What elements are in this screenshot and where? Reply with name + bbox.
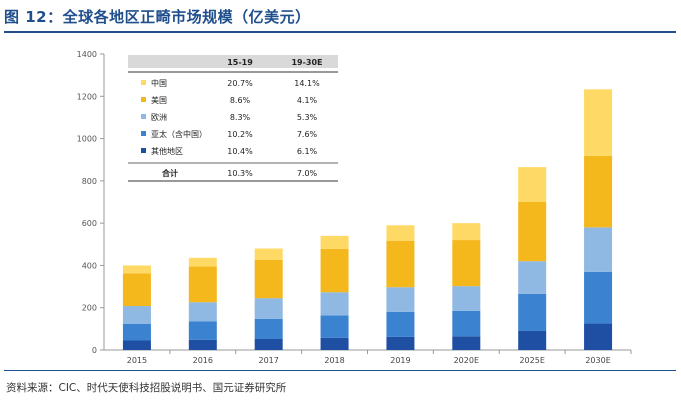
- y-tick-label: 600: [82, 219, 97, 228]
- table-cell: 4.1%: [297, 96, 318, 105]
- figure-title: 图 12：全球各地区正畸市场规模（亿美元）: [4, 8, 311, 26]
- bar-segment: [254, 339, 283, 350]
- bar-segment: [320, 337, 349, 350]
- legend-label: 欧洲: [151, 112, 167, 122]
- bar-segment: [584, 323, 613, 350]
- table-header-band: [128, 55, 338, 68]
- table-cell: 10.4%: [227, 147, 253, 156]
- bar-segment: [452, 223, 481, 241]
- table-cell: 5.3%: [297, 113, 318, 122]
- cagr-table: 15-19 19-30E 中国 20.7% 14.1% 美国 8.6% 4.1% 欧洲 8.3% 5…: [128, 55, 338, 182]
- table-cell: 6.1%: [297, 147, 318, 156]
- bar-segment: [386, 311, 415, 337]
- bar-segment: [254, 318, 283, 340]
- legend-swatch: [141, 148, 146, 153]
- table-cell: 7.6%: [297, 130, 318, 139]
- bar-segment: [188, 302, 217, 322]
- bar-segment: [452, 336, 481, 350]
- bar-segment: [518, 330, 547, 350]
- bar-segment: [188, 266, 217, 303]
- table-cell: 7.0%: [297, 169, 318, 178]
- y-tick-label: 0: [92, 346, 97, 355]
- bar-segment: [518, 293, 547, 331]
- table-total-label: 合计: [161, 168, 178, 178]
- bar-segment: [122, 265, 151, 274]
- table-cell: 8.6%: [230, 96, 251, 105]
- bar-segment: [122, 273, 151, 307]
- bar-segment: [188, 321, 217, 340]
- legend-swatch: [141, 114, 146, 119]
- bar-layer: [122, 89, 613, 350]
- stacked-bar-chart: 0 200 400 600 800 1000 1200 1400 2015 2016 2017 201…: [77, 50, 632, 365]
- bar-segment: [452, 286, 481, 311]
- y-tick-label: 1400: [77, 50, 97, 59]
- y-tick-label: 1200: [77, 92, 97, 101]
- bar-segment: [518, 167, 547, 202]
- bar-segment: [452, 310, 481, 337]
- x-tick-label: 2015: [127, 356, 147, 365]
- bar-segment: [518, 261, 547, 294]
- bar-segment: [320, 248, 349, 293]
- bar-segment: [188, 257, 217, 267]
- legend-label: 亚太（含中国）: [151, 129, 207, 139]
- bar-segment: [320, 292, 349, 316]
- x-tick-label: 2018: [324, 356, 344, 365]
- x-tick-label: 2016: [193, 356, 213, 365]
- table-cell: 10.2%: [227, 130, 253, 139]
- source-note: 资料来源：CIC、时代天使科技招股说明书、国元证券研究所: [6, 382, 287, 394]
- bar-segment: [122, 306, 151, 324]
- table-cell: 8.3%: [230, 113, 251, 122]
- table-header-cell: 15-19: [227, 58, 253, 67]
- bar-segment: [584, 89, 613, 156]
- table-cell: 14.1%: [294, 79, 320, 88]
- bar-segment: [518, 202, 547, 262]
- bar-segment: [254, 259, 283, 299]
- y-tick-label: 1000: [77, 135, 97, 144]
- legend-swatch: [141, 131, 146, 136]
- bar-segment: [386, 287, 415, 312]
- bar-segment: [386, 240, 415, 288]
- bar-segment: [254, 298, 283, 319]
- title-rule: [4, 31, 676, 33]
- bar-segment: [320, 315, 349, 338]
- legend-label: 其他地区: [151, 146, 183, 156]
- y-tick-label: 200: [82, 304, 97, 313]
- table-header-cell: 19-30E: [291, 58, 322, 67]
- x-tick-label: 2025E: [519, 356, 544, 365]
- x-tick-label: 2019: [390, 356, 410, 365]
- bar-segment: [320, 235, 349, 249]
- legend-swatch: [141, 80, 146, 85]
- bar-segment: [386, 336, 415, 350]
- bar-segment: [122, 340, 151, 350]
- bar-segment: [584, 155, 613, 228]
- table-cell: 10.3%: [227, 169, 253, 178]
- x-tick-label: 2020E: [454, 356, 479, 365]
- y-tick-label: 400: [82, 261, 97, 270]
- legend-swatch: [141, 97, 146, 102]
- bar-segment: [122, 323, 151, 341]
- source-rule: [4, 370, 676, 371]
- bar-segment: [452, 240, 481, 287]
- legend-label: 中国: [151, 78, 167, 88]
- y-tick-label: 800: [82, 177, 97, 186]
- legend-label: 美国: [151, 95, 167, 105]
- x-tick-label: 2017: [259, 356, 279, 365]
- bar-segment: [188, 339, 217, 350]
- bar-segment: [386, 225, 415, 241]
- x-tick-label: 2030E: [585, 356, 610, 365]
- table-cell: 20.7%: [227, 79, 253, 88]
- bar-segment: [584, 271, 613, 324]
- bar-segment: [254, 248, 283, 260]
- bar-segment: [584, 227, 613, 272]
